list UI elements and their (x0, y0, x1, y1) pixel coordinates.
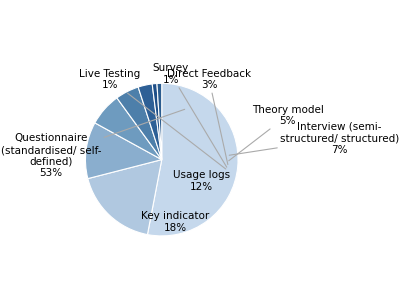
Text: Usage logs
12%: Usage logs 12% (173, 170, 230, 192)
Text: Direct Feedback
3%: Direct Feedback 3% (167, 69, 251, 164)
Wedge shape (117, 87, 162, 160)
Wedge shape (86, 123, 162, 179)
Wedge shape (88, 160, 162, 235)
Text: Key indicator
18%: Key indicator 18% (141, 211, 210, 233)
Text: Live Testing
1%: Live Testing 1% (79, 69, 226, 169)
Wedge shape (152, 84, 162, 160)
Wedge shape (157, 83, 162, 160)
Text: Questionnaire
(standardised/ self-
defined)
53%: Questionnaire (standardised/ self- defin… (1, 109, 185, 178)
Wedge shape (95, 98, 162, 160)
Text: Interview (semi-
structured/ structured)
7%: Interview (semi- structured/ structured)… (229, 122, 399, 155)
Text: Survey
1%: Survey 1% (153, 63, 227, 167)
Wedge shape (138, 84, 162, 160)
Text: Theory model
5%: Theory model 5% (229, 105, 324, 161)
Wedge shape (148, 83, 238, 236)
